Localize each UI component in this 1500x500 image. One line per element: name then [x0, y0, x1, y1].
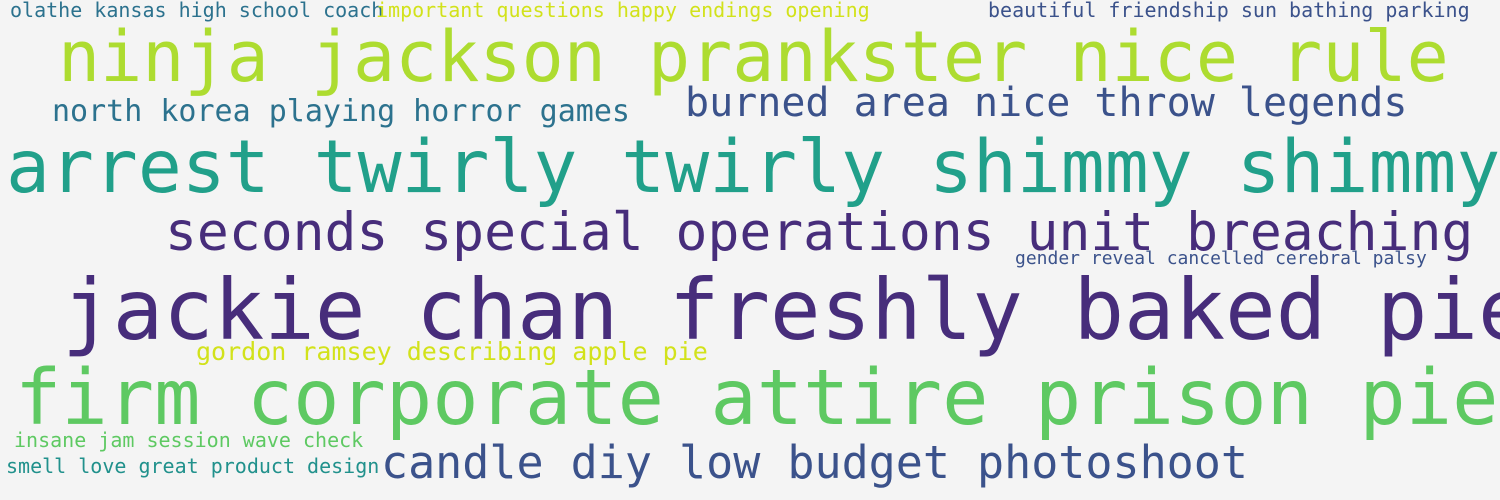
cloud-phrase: insane jam session wave check: [14, 428, 364, 452]
cloud-phrase: firm corporate attire prison pie: [15, 354, 1499, 443]
cloud-phrase: gender reveal cancelled cerebral palsy: [1015, 248, 1427, 269]
cloud-phrase: burned area nice throw legends: [685, 80, 1408, 126]
cloud-phrase: smell love great product design: [6, 454, 380, 478]
cloud-phrase: ninja jackson prankster nice rule: [58, 16, 1449, 98]
cloud-phrase: seconds special operations unit breachin…: [165, 202, 1474, 263]
cloud-phrase: olathe kansas high school coach: [10, 0, 384, 22]
cloud-phrase: jackie chan freshly baked pie: [62, 261, 1500, 359]
cloud-phrase: arrest twirly twirly shimmy shimmy: [6, 125, 1500, 210]
cloud-phrase: gordon ramsey describing apple pie: [196, 337, 708, 366]
cloud-phrase: north korea playing horror games: [52, 94, 630, 129]
cloud-phrase: candle diy low budget photoshoot: [381, 436, 1248, 489]
cloud-phrase: beautiful friendship sun bathing parking: [988, 0, 1470, 22]
cloud-phrase: important questions happy endings openin…: [376, 0, 870, 22]
